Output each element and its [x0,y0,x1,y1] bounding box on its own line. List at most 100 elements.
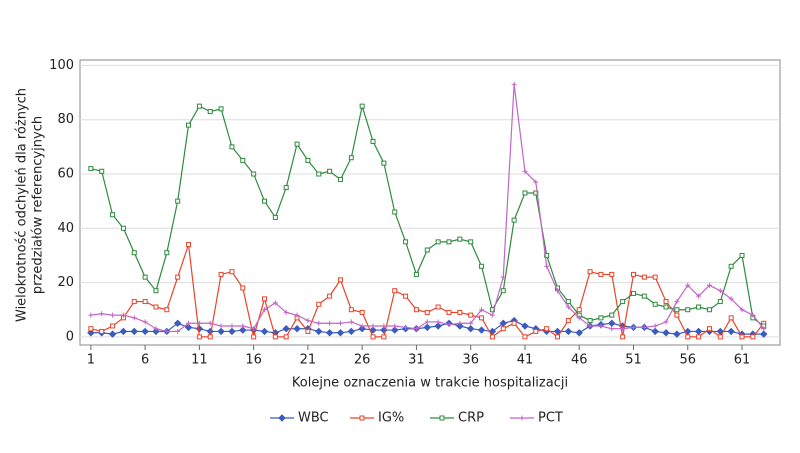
x-axis-label: Kolejne oznaczenia w trakcie hospitaliza… [292,376,568,391]
x-tick-label: 61 [734,353,751,368]
marker [728,263,734,269]
marker [651,327,659,336]
y-tick-label: 60 [57,167,74,182]
marker [381,323,387,329]
marker [761,326,767,332]
marker [489,334,495,340]
marker [468,320,474,326]
marker [315,327,323,336]
marker [587,323,593,329]
marker [229,144,235,150]
marker [457,236,463,242]
marker [260,327,269,336]
marker [251,334,257,340]
marker [88,326,94,332]
marker [477,326,486,334]
marker [750,312,756,318]
marker [370,323,376,329]
x-tick-label: 46 [571,353,588,368]
x-tick-label: 1 [87,353,95,368]
x-tick-label: 41 [517,353,534,368]
marker [652,301,658,307]
x-tick-label: 56 [679,353,696,368]
marker [674,312,680,318]
marker [739,252,745,258]
x-tick-label: 16 [245,353,262,368]
marker [142,274,148,280]
marker [272,214,278,220]
marker [413,307,419,313]
marker [489,312,495,318]
marker [706,326,712,332]
marker [325,329,334,337]
marker [358,325,366,333]
marker [282,325,290,333]
marker [196,103,202,109]
marker [685,334,691,340]
marker [348,307,354,313]
marker [565,318,571,324]
marker [392,323,398,329]
marker [424,247,430,253]
marker [99,168,105,174]
marker [511,217,517,223]
marker [435,239,441,245]
marker [316,171,322,177]
marker [120,312,126,318]
marker [439,415,445,421]
marker [673,330,681,338]
marker [316,301,322,307]
y-axis-label: przedziałów referencyjnych [31,116,46,294]
marker [359,415,365,421]
marker [261,307,267,313]
marker [446,309,452,315]
marker [196,334,202,340]
marker [479,307,485,313]
marker [500,288,506,294]
marker [337,176,343,182]
marker [196,320,202,326]
marker [555,288,561,294]
marker [359,323,365,329]
marker [424,309,430,315]
marker [229,269,235,275]
marker [186,122,192,128]
marker [392,288,398,294]
marker [652,274,658,280]
marker [511,320,517,326]
marker [750,334,756,340]
y-tick-label: 80 [57,112,74,127]
marker [533,179,539,185]
marker [108,330,117,338]
marker [175,274,181,280]
marker [620,334,626,340]
marker [522,334,528,340]
marker [739,307,745,313]
marker [173,319,182,327]
marker [727,327,735,336]
marker [218,323,224,329]
marker [240,157,246,163]
marker [608,319,616,327]
marker [164,307,170,313]
y-tick-label: 40 [57,221,74,236]
marker [164,328,170,334]
marker [641,274,647,280]
marker [164,250,170,256]
marker [466,325,475,333]
marker [186,242,192,248]
marker [131,315,137,321]
marker [240,323,246,329]
marker [283,334,289,340]
marker [217,327,225,336]
marker [598,315,604,321]
marker [184,323,193,332]
marker [468,239,474,245]
marker [337,320,343,326]
marker [564,327,573,336]
marker [153,326,159,332]
marker [533,328,539,334]
marker [696,304,702,310]
marker [251,326,257,332]
